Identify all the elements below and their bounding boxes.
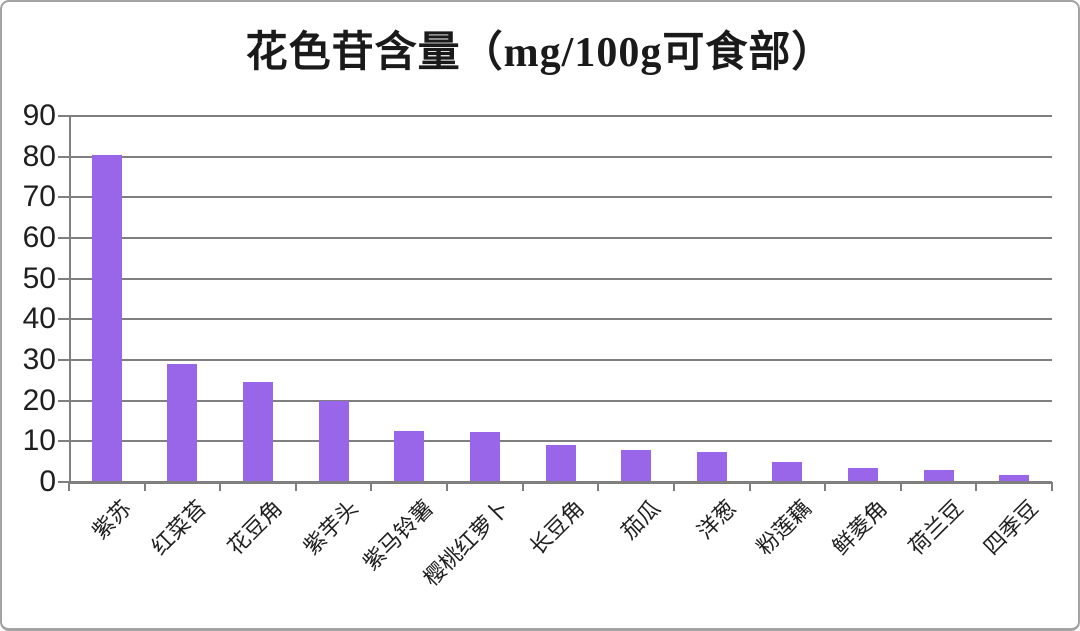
gridline-80 — [69, 155, 1052, 158]
gridline-40 — [69, 318, 1052, 321]
y-axis-tick-label: 40 — [22, 302, 56, 336]
gridline-30 — [69, 359, 1052, 361]
x-axis-tick-8 — [672, 482, 675, 491]
x-axis-category-text: 鲜菱角 — [827, 495, 892, 560]
bar-3 — [318, 400, 349, 482]
x-axis-tick-6 — [521, 482, 524, 491]
y-axis-tick-label: 90 — [22, 99, 56, 132]
x-axis-category-text: 洋葱 — [691, 495, 741, 545]
x-axis-tick-5 — [446, 482, 449, 491]
bar-4 — [394, 431, 425, 482]
y-axis-tick-40 — [58, 318, 69, 321]
x-axis — [69, 481, 1052, 484]
x-axis-tick-3 — [294, 482, 297, 491]
y-axis-tick-60 — [58, 237, 69, 239]
y-axis-tick-label: 80 — [22, 139, 56, 173]
x-axis-category-text: 紫苏 — [86, 495, 136, 545]
y-axis-tick-10 — [58, 440, 69, 443]
chart-title: 花色苷含量（mg/100g可食部） — [245, 30, 835, 76]
x-axis-tick-10 — [824, 482, 827, 491]
x-axis-category-text: 茄瓜 — [616, 495, 666, 545]
y-axis-tick-80 — [58, 155, 69, 158]
bar-9 — [772, 462, 803, 482]
gridline-10 — [69, 440, 1052, 443]
y-axis-tick-label: 30 — [22, 343, 56, 376]
y-axis-tick-label: 70 — [22, 180, 56, 214]
x-axis-category-text: 长豆角 — [525, 495, 590, 560]
x-axis-tick-2 — [219, 482, 222, 491]
bar-2 — [243, 382, 274, 482]
y-axis-tick-label: 0 — [39, 465, 56, 498]
y-axis-tick-90 — [58, 115, 69, 117]
y-axis-tick-70 — [58, 196, 69, 199]
x-axis-tick-7 — [597, 482, 600, 491]
y-axis-tick-30 — [58, 359, 69, 361]
y-axis-tick-20 — [58, 399, 69, 402]
bar-11 — [923, 469, 954, 482]
gridline-90 — [69, 115, 1052, 117]
x-axis-tick-0 — [68, 482, 70, 491]
x-axis-tick-9 — [748, 482, 751, 491]
bar-1 — [167, 364, 198, 482]
y-axis — [69, 116, 71, 482]
x-axis-tick-4 — [370, 482, 373, 491]
gridline-60 — [69, 237, 1052, 239]
bar-7 — [621, 450, 652, 482]
y-axis-tick-50 — [58, 277, 69, 280]
x-axis-tick-13 — [1051, 482, 1053, 491]
x-axis-tick-12 — [975, 482, 978, 491]
x-axis-category-text: 紫芋头 — [298, 495, 363, 560]
x-axis-tick-11 — [899, 482, 902, 491]
gridline-20 — [69, 399, 1052, 402]
x-axis-category-text: 四季豆 — [978, 495, 1044, 560]
bar-10 — [847, 467, 878, 482]
bar-12 — [999, 474, 1030, 482]
gridline-50 — [69, 277, 1052, 280]
bar-5 — [469, 432, 500, 482]
x-axis-category-text: 花豆角 — [222, 495, 288, 560]
y-axis-tick-label: 50 — [22, 261, 56, 295]
bar-8 — [696, 452, 727, 482]
x-axis-category-text: 粉莲藕 — [751, 495, 817, 560]
gridline-70 — [69, 196, 1052, 199]
y-axis-tick-label: 60 — [22, 221, 56, 254]
x-axis-category-text: 红菜苔 — [147, 495, 212, 560]
bar-6 — [545, 444, 576, 482]
y-axis-tick-label: 20 — [22, 383, 56, 417]
y-axis-tick-label: 10 — [22, 424, 56, 458]
x-axis-tick-1 — [143, 482, 146, 491]
y-axis-tick-0 — [58, 481, 69, 483]
x-axis-category-text: 荷兰豆 — [903, 495, 968, 560]
bar-0 — [91, 154, 122, 482]
